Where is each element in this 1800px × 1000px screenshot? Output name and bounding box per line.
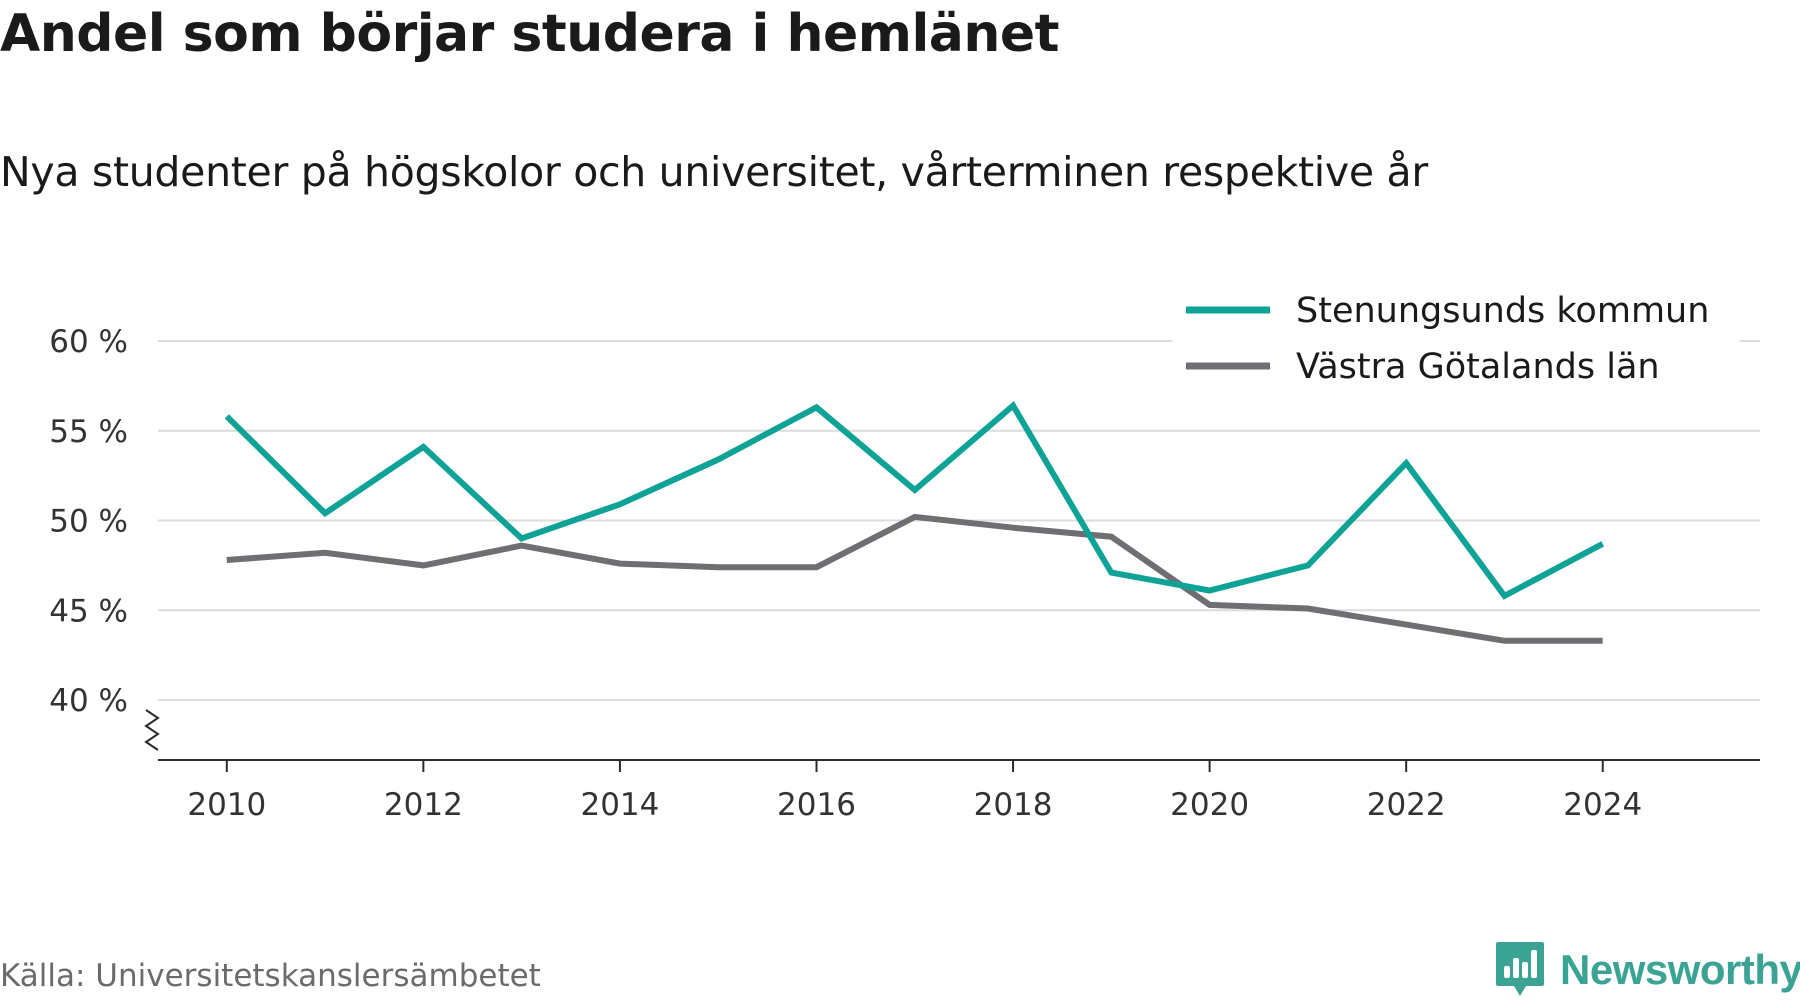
- y-tick-label: 40 %: [49, 683, 128, 719]
- series-lines: [224, 400, 1605, 644]
- y-tick-label: 45 %: [49, 593, 128, 629]
- x-axis: 2010 2012 2014 2016 2018 2020 2022 2024: [158, 759, 1760, 823]
- x-tick-label: 2018: [974, 787, 1053, 823]
- legend: Stenungsunds kommun Västra Götalands län: [1172, 282, 1740, 390]
- line-chart: 40 %45 %50 %55 %60 % 2010 2012 2014 2016 201…: [49, 282, 1760, 823]
- axis-break-icon: [144, 709, 160, 751]
- y-tick-label: 50 %: [49, 504, 128, 540]
- legend-label-stenungsund: Stenungsunds kommun: [1296, 291, 1709, 331]
- chart-title: Andel som börjar studera i hemlänet: [0, 4, 1060, 64]
- newsworthy-logo: Newsworthy: [1494, 940, 1800, 1000]
- x-tick-label: 2012: [384, 787, 463, 823]
- x-tick-label: 2014: [580, 787, 659, 823]
- series-line-stenungsund: [224, 400, 1605, 600]
- x-tick-label: 2022: [1367, 787, 1446, 823]
- chart-subtitle: Nya studenter på högskolor och universit…: [0, 148, 1428, 196]
- y-tick-label: 60 %: [49, 324, 128, 360]
- x-tick-label: 2016: [777, 787, 856, 823]
- series-line-vastra-gotaland: [226, 513, 1603, 644]
- y-tick-label: 55 %: [49, 414, 128, 450]
- source-note: Källa: Universitetskanslersämbetet: [0, 958, 541, 994]
- x-tick-label: 2010: [187, 787, 266, 823]
- y-axis: 40 % 45 % 50 % 55 % 60 %: [49, 324, 160, 751]
- x-tick-label: 2024: [1563, 787, 1642, 823]
- legend-label-vastra-gotaland: Västra Götalands län: [1296, 347, 1660, 387]
- x-tick-label: 2020: [1170, 787, 1249, 823]
- legend-background: [1172, 282, 1740, 390]
- bar-chart-badge-icon: [1496, 942, 1544, 996]
- logo-text: Newsworthy: [1560, 946, 1800, 993]
